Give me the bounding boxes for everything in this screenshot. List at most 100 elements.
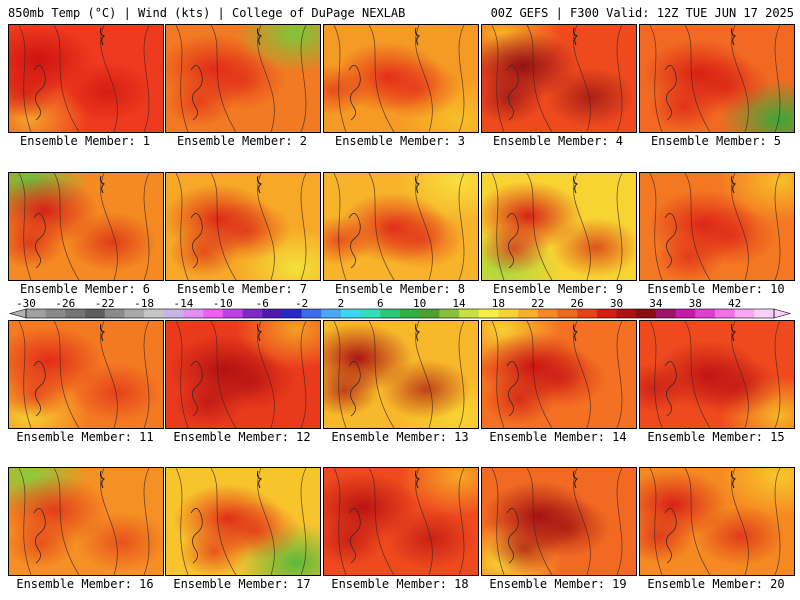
- colorbar-swatch: [636, 309, 657, 318]
- ensemble-member-map[interactable]: [323, 467, 479, 576]
- colorbar-swatch: [459, 309, 480, 318]
- ensemble-member-map[interactable]: [8, 24, 164, 133]
- ensemble-member-map[interactable]: [165, 24, 321, 133]
- temperature-field: [9, 173, 163, 280]
- ensemble-member-label: Ensemble Member: 12: [173, 430, 311, 444]
- ensemble-member-map[interactable]: [323, 320, 479, 429]
- temperature-field: [324, 173, 478, 280]
- colorbar-swatch: [262, 309, 283, 318]
- ensemble-member-label: Ensemble Member: 16: [16, 577, 154, 591]
- ensemble-member-map[interactable]: [481, 24, 637, 133]
- temperature-field: [640, 321, 794, 428]
- ensemble-member-label: Ensemble Member: 20: [647, 577, 785, 591]
- colorbar-swatch: [26, 309, 47, 318]
- colorbar-swatch: [242, 309, 263, 318]
- ensemble-member-map[interactable]: [639, 24, 795, 133]
- ensemble-member-map[interactable]: [165, 320, 321, 429]
- colorbar-swatch: [478, 309, 499, 318]
- ensemble-member-label: Ensemble Member: 9: [492, 282, 624, 296]
- colorbar-tick-label: -14: [174, 298, 194, 310]
- ensemble-member-map[interactable]: [323, 172, 479, 281]
- temperature-field: [166, 321, 320, 428]
- ensemble-member-label: Ensemble Member: 15: [647, 430, 785, 444]
- colorbar-tick-label: -30: [16, 298, 36, 310]
- temperature-field: [324, 25, 478, 132]
- colorbar-tick-label: 14: [452, 298, 466, 310]
- colorbar-tick-label: -2: [295, 298, 308, 310]
- ensemble-member-label: Ensemble Member: 11: [16, 430, 154, 444]
- ensemble-member-label: Ensemble Member: 19: [489, 577, 627, 591]
- colorbar-swatch: [537, 309, 558, 318]
- colorbar-swatch: [321, 309, 342, 318]
- ensemble-member-label: Ensemble Member: 5: [650, 134, 782, 148]
- colorbar-swatch: [340, 309, 362, 318]
- ensemble-member-label: Ensemble Member: 6: [19, 282, 151, 296]
- temperature-field: [9, 321, 163, 428]
- colorbar-tick-label: -6: [256, 298, 269, 310]
- colorbar-swatch: [301, 309, 322, 318]
- temperature-field: [482, 25, 636, 132]
- ensemble-member-label: Ensemble Member: 10: [647, 282, 785, 296]
- temperature-field: [166, 173, 320, 280]
- temperature-field: [166, 468, 320, 575]
- ensemble-member-label: Ensemble Member: 18: [331, 577, 469, 591]
- colorbar-tick-label: 2: [338, 298, 345, 310]
- colorbar-tick-label: -10: [213, 298, 233, 310]
- ensemble-member-label: Ensemble Member: 17: [173, 577, 311, 591]
- colorbar-tick-label: 30: [610, 298, 623, 310]
- temperature-field: [482, 321, 636, 428]
- colorbar-tick-label: 10: [413, 298, 426, 310]
- colorbar-swatch: [104, 309, 125, 318]
- colorbar-swatch: [439, 309, 460, 318]
- colorbar-swatch: [65, 309, 86, 318]
- ensemble-member-label: Ensemble Member: 14: [489, 430, 627, 444]
- ensemble-member-map[interactable]: [165, 467, 321, 576]
- colorbar-tick-label: 22: [531, 298, 544, 310]
- colorbar-high-arrow: [773, 308, 792, 319]
- colorbar-swatch: [400, 309, 421, 318]
- colorbar-swatch: [360, 309, 381, 318]
- colorbar-swatch: [203, 309, 224, 318]
- ensemble-member-label: Ensemble Member: 4: [492, 134, 624, 148]
- colorbar-swatch: [518, 309, 539, 318]
- ensemble-member-map[interactable]: [323, 24, 479, 133]
- ensemble-member-map[interactable]: [481, 467, 637, 576]
- temperature-colorbar: -30 -26 -22 -18 -14 -10 -6 -2 2 6 10 14 18 22 26 30 34 38…: [8, 298, 792, 319]
- map-title: 850mb Temp (°C) | Wind (kts) | College o…: [8, 6, 406, 20]
- ensemble-member-map[interactable]: [481, 320, 637, 429]
- colorbar-swatch: [655, 309, 677, 318]
- colorbar-tick-label: -22: [95, 298, 115, 310]
- ensemble-member-map[interactable]: [165, 172, 321, 281]
- ensemble-member-label: Ensemble Member: 13: [331, 430, 469, 444]
- colorbar-tick-label: 26: [571, 298, 584, 310]
- colorbar-swatch: [144, 309, 165, 318]
- colorbar-swatch: [419, 309, 440, 318]
- ensemble-member-map[interactable]: [8, 172, 164, 281]
- colorbar-swatch: [222, 309, 244, 318]
- ensemble-member-map[interactable]: [639, 467, 795, 576]
- colorbar-swatch: [498, 309, 519, 318]
- colorbar-swatch: [754, 309, 775, 318]
- ensemble-member-map[interactable]: [639, 320, 795, 429]
- colorbar-swatch: [734, 309, 755, 318]
- colorbar-swatch: [380, 309, 401, 318]
- colorbar-low-arrow: [8, 308, 27, 319]
- colorbar-tick-label: -26: [55, 298, 75, 310]
- temperature-field: [324, 321, 478, 428]
- colorbar-swatch: [616, 309, 637, 318]
- temperature-field: [166, 25, 320, 132]
- colorbar-tick-label: 18: [492, 298, 505, 310]
- temperature-field: [640, 468, 794, 575]
- colorbar-swatch: [124, 309, 145, 318]
- colorbar-tick-label: 38: [689, 298, 702, 310]
- temperature-field: [9, 468, 163, 575]
- run-valid-time: 00Z GEFS | F300 Valid: 12Z TUE JUN 17 20…: [490, 6, 794, 20]
- colorbar-swatch: [714, 309, 736, 318]
- ensemble-member-map[interactable]: [8, 467, 164, 576]
- ensemble-member-map[interactable]: [481, 172, 637, 281]
- ensemble-member-map[interactable]: [639, 172, 795, 281]
- ensemble-member-label: Ensemble Member: 3: [334, 134, 466, 148]
- colorbar-swatch: [45, 309, 66, 318]
- ensemble-member-map[interactable]: [8, 320, 164, 429]
- colorbar-swatch: [85, 309, 106, 318]
